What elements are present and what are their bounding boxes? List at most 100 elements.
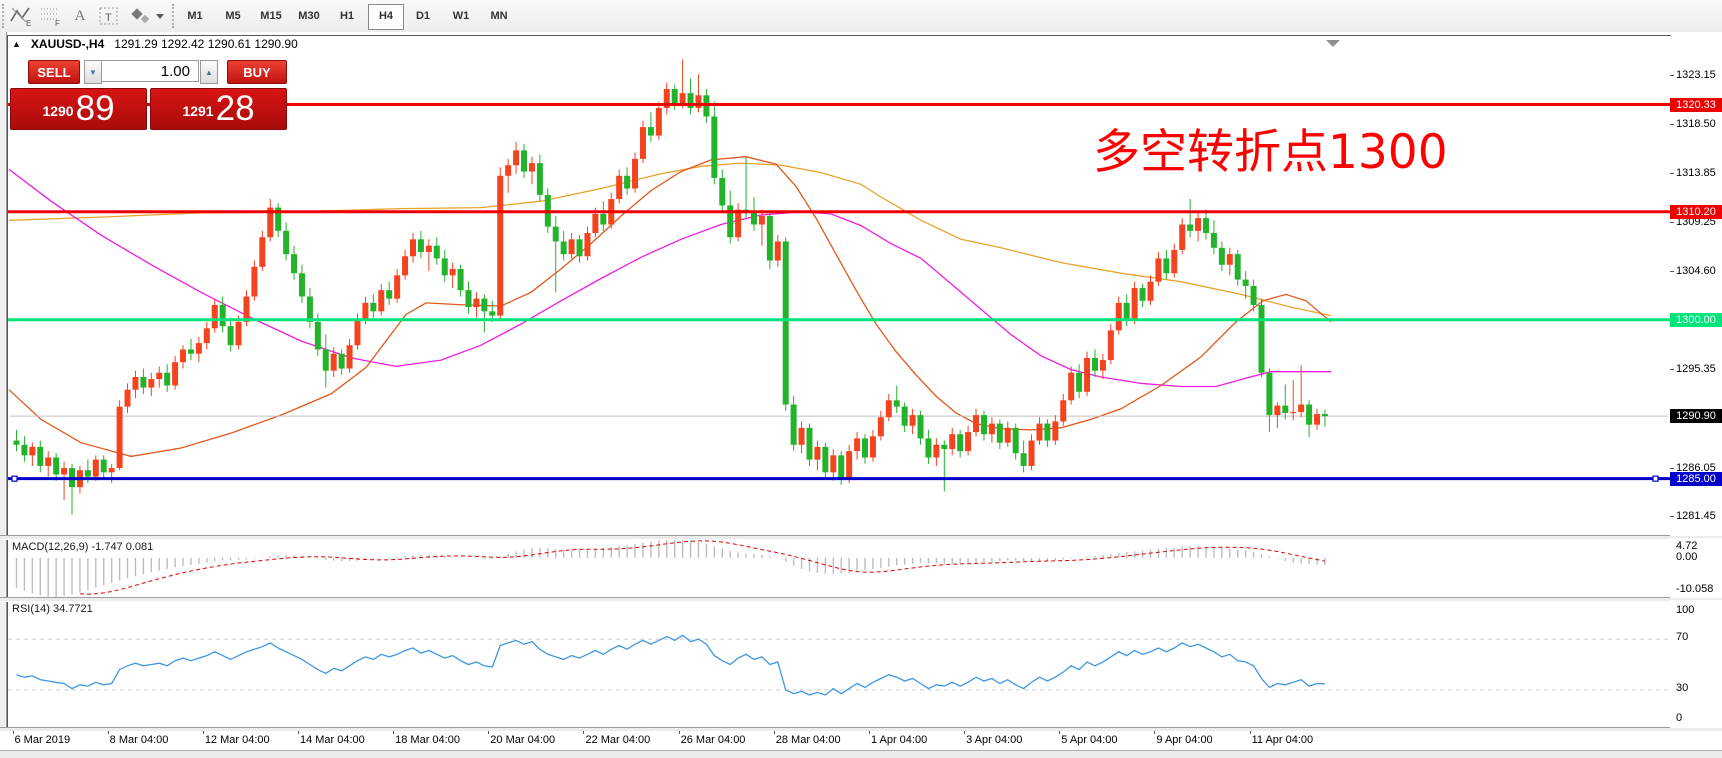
time-axis[interactable]: 6 Mar 2019 8 Mar 04:00 12 Mar 04:00 14 Mar … bbox=[0, 731, 1722, 750]
shapes-dropdown-icon[interactable] bbox=[128, 3, 168, 29]
indicators-icon[interactable]: E bbox=[8, 3, 34, 29]
lot-increase-button[interactable]: ▲ bbox=[200, 60, 218, 84]
time-tick-label: 12 Mar 04:00 bbox=[204, 734, 270, 746]
sell-price-small: 1290 bbox=[42, 103, 74, 119]
time-tick-mark bbox=[1059, 731, 1061, 734]
macd-panel[interactable] bbox=[7, 538, 1671, 600]
time-tick-label: 26 Mar 04:00 bbox=[680, 734, 746, 746]
time-tick-label: 14 Mar 04:00 bbox=[299, 734, 365, 746]
rsi-value: 34.7721 bbox=[52, 603, 93, 615]
time-tick-mark bbox=[1249, 731, 1251, 734]
price-badge-1320.33: 1320.33 bbox=[1670, 97, 1722, 112]
sell-price-big: 89 bbox=[75, 89, 115, 128]
rsi-axis-label: 100 bbox=[1676, 604, 1695, 616]
toolbar-grip[interactable] bbox=[2, 4, 8, 28]
grid-icon[interactable]: F bbox=[38, 3, 64, 29]
time-tick-label: 11 Apr 04:00 bbox=[1251, 734, 1314, 746]
time-tick-label: 28 Mar 04:00 bbox=[775, 734, 841, 746]
timeframe-button-mn[interactable]: MN bbox=[490, 10, 508, 22]
lot-decrease-button[interactable]: ▼ bbox=[84, 60, 102, 84]
annotation-text[interactable]: 多空转折点1300 bbox=[1093, 125, 1448, 180]
price-tick-label: 1281.45 bbox=[1676, 510, 1716, 523]
hline-handle[interactable] bbox=[1652, 475, 1659, 482]
buy-price-big: 28 bbox=[215, 89, 255, 128]
timeframe-button-m30[interactable]: M30 bbox=[298, 10, 320, 22]
svg-text:E: E bbox=[26, 19, 31, 27]
text-label-icon[interactable]: A bbox=[74, 7, 86, 24]
time-tick-mark bbox=[488, 731, 490, 734]
panel-separator[interactable] bbox=[0, 535, 1722, 540]
macd-axis-label: 4.72 bbox=[1676, 540, 1698, 552]
price-tick-label: 1318.50 bbox=[1676, 117, 1716, 130]
rsi-axis-label: 30 bbox=[1676, 682, 1689, 694]
time-tick-label: 9 Apr 04:00 bbox=[1156, 734, 1213, 746]
time-tick-mark bbox=[393, 731, 395, 734]
price-tick-label: 1313.85 bbox=[1676, 167, 1716, 180]
price-tick-mark bbox=[1670, 271, 1674, 273]
time-tick-label: 8 Mar 04:00 bbox=[109, 734, 169, 746]
ohlc-quotes: 1291.29 1292.42 1290.61 1290.90 bbox=[114, 37, 298, 51]
moving-averages bbox=[8, 156, 1332, 458]
price-axis[interactable]: 1323.15 1318.50 1313.85 1309.25 1304.60 1295.… bbox=[1670, 36, 1722, 536]
time-tick-label: 3 Apr 04:00 bbox=[966, 734, 1023, 746]
time-tick-label: 5 Apr 04:00 bbox=[1061, 734, 1118, 746]
sell-price-tile[interactable]: 1290 89 bbox=[10, 88, 147, 130]
symbol-label: XAUUSD-,H4 bbox=[30, 37, 105, 51]
macd-axis-label: 0.00 bbox=[1676, 551, 1698, 563]
price-tick-label: 1309.25 bbox=[1676, 215, 1716, 228]
shift-end-marker[interactable] bbox=[1326, 40, 1340, 47]
timeframe-button-h4[interactable]: H4 bbox=[368, 4, 404, 30]
toolbar-separator bbox=[172, 4, 178, 28]
text-box-icon[interactable]: T bbox=[96, 3, 122, 29]
price-badge-1310.20: 1310.20 bbox=[1670, 204, 1722, 219]
status-bar bbox=[0, 750, 1722, 758]
time-tick-label: 6 Mar 2019 bbox=[14, 734, 71, 746]
price-tick-mark bbox=[1670, 369, 1674, 371]
rsi-label: RSI(14) 34.7721 bbox=[12, 603, 93, 615]
buy-price-tile[interactable]: 1291 28 bbox=[150, 88, 287, 130]
timeframe-button-m15[interactable]: M15 bbox=[260, 10, 282, 22]
svg-text:F: F bbox=[55, 19, 60, 27]
rsi-axis: 100 70 30 0 bbox=[1670, 600, 1722, 728]
time-tick-mark bbox=[297, 731, 299, 734]
panel-separator[interactable] bbox=[0, 597, 1722, 602]
time-tick-mark bbox=[773, 731, 775, 734]
time-tick-mark bbox=[964, 731, 966, 734]
rsi-axis-label: 70 bbox=[1676, 631, 1689, 643]
current-price-badge: 1290.90 bbox=[1670, 409, 1722, 424]
toolbar: E F A T M1 M5 M15 M30 H1 H4 bbox=[0, 0, 1722, 33]
price-tick-label: 1286.05 bbox=[1676, 461, 1716, 474]
price-tick-mark bbox=[1670, 516, 1674, 518]
price-badge-1285.00: 1285.00 bbox=[1670, 471, 1722, 486]
hline-handle[interactable] bbox=[11, 475, 18, 482]
macd-value: -1.747 bbox=[91, 541, 123, 553]
macd-axis: 4.72 0.00 -10.058 bbox=[1670, 538, 1722, 598]
macd-signal-value: 0.081 bbox=[125, 541, 154, 553]
collapse-panel-icon[interactable]: ▲ bbox=[12, 39, 21, 49]
timeframe-button-m5[interactable]: M5 bbox=[225, 10, 241, 22]
buy-button[interactable]: BUY bbox=[227, 60, 287, 84]
time-tick-mark bbox=[107, 731, 109, 734]
timeframe-button-h1[interactable]: H1 bbox=[339, 10, 355, 22]
time-tick-label: 18 Mar 04:00 bbox=[395, 734, 460, 746]
timeframe-button-w1[interactable]: W1 bbox=[452, 10, 470, 22]
rsi-line bbox=[16, 634, 1325, 696]
rsi-panel[interactable] bbox=[7, 600, 1671, 730]
time-tick-mark bbox=[583, 731, 585, 734]
time-tick-label: 1 Apr 04:00 bbox=[870, 734, 928, 746]
rsi-axis-label: 0 bbox=[1676, 712, 1683, 724]
buy-price-small: 1291 bbox=[182, 103, 214, 119]
horizontal-level-lines[interactable] bbox=[8, 103, 1670, 481]
price-tick-mark bbox=[1670, 74, 1674, 76]
sell-button[interactable]: SELL bbox=[28, 60, 80, 84]
macd-label: MACD(12,26,9) -1.747 0.081 bbox=[12, 541, 154, 553]
timeframe-button-m1[interactable]: M1 bbox=[187, 10, 203, 22]
lot-size-input[interactable]: 1.00 bbox=[101, 60, 199, 82]
chart-title: ▲ XAUUSD-,H4 1291.29 1292.42 1290.61 129… bbox=[12, 37, 298, 51]
price-tick-mark bbox=[1670, 173, 1674, 175]
timeframe-button-d1[interactable]: D1 bbox=[415, 10, 431, 22]
time-tick-label: 22 Mar 04:00 bbox=[585, 734, 651, 746]
time-tick-mark bbox=[12, 731, 14, 734]
svg-text:T: T bbox=[105, 12, 112, 24]
